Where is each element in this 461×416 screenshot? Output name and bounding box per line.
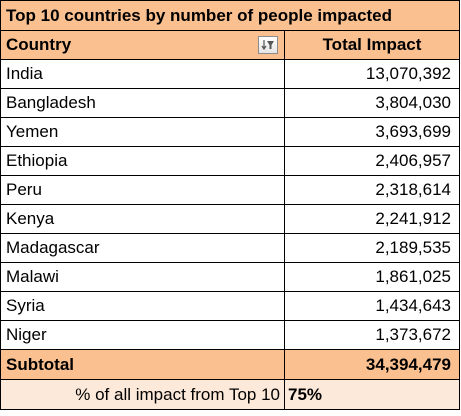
impact-cell[interactable]: 1,861,025 [285, 263, 460, 291]
country-cell[interactable]: Niger [1, 321, 285, 349]
subtotal-label: Subtotal [1, 350, 285, 379]
table-row: Niger 1,373,672 [1, 321, 460, 350]
table-row: Peru 2,318,614 [1, 176, 460, 205]
percent-row: % of all impact from Top 10 75% [1, 380, 460, 410]
impact-column-header[interactable]: Total Impact [285, 31, 460, 59]
impact-cell[interactable]: 2,241,912 [285, 205, 460, 233]
impact-cell[interactable]: 1,434,643 [285, 292, 460, 320]
subtotal-row: Subtotal 34,394,479 [1, 350, 460, 380]
country-cell[interactable]: Kenya [1, 205, 285, 233]
country-cell[interactable]: India [1, 60, 285, 88]
country-header-label: Country [6, 35, 72, 54]
country-cell[interactable]: Ethiopia [1, 147, 285, 175]
data-rows: India 13,070,392 Bangladesh 3,804,030 Yemen 3… [1, 60, 460, 350]
table-row: Syria 1,434,643 [1, 292, 460, 321]
country-cell[interactable]: Peru [1, 176, 285, 204]
table-row: Ethiopia 2,406,957 [1, 147, 460, 176]
impact-cell[interactable]: 3,693,699 [285, 118, 460, 146]
table-title-row: Top 10 countries by number of people imp… [1, 1, 460, 31]
country-cell[interactable]: Madagascar [1, 234, 285, 262]
country-cell[interactable]: Syria [1, 292, 285, 320]
impact-cell[interactable]: 3,804,030 [285, 89, 460, 117]
impact-cell[interactable]: 2,189,535 [285, 234, 460, 262]
impact-cell[interactable]: 13,070,392 [285, 60, 460, 88]
percent-value: 75% [285, 380, 460, 409]
country-cell[interactable]: Bangladesh [1, 89, 285, 117]
country-cell[interactable]: Malawi [1, 263, 285, 291]
impact-cell[interactable]: 2,318,614 [285, 176, 460, 204]
table-row: Yemen 3,693,699 [1, 118, 460, 147]
table-row: Malawi 1,861,025 [1, 263, 460, 292]
impact-cell[interactable]: 1,373,672 [285, 321, 460, 349]
table-row: India 13,070,392 [1, 60, 460, 89]
country-column-header[interactable]: Country [1, 31, 285, 59]
table-row: Kenya 2,241,912 [1, 205, 460, 234]
header-row: Country Total Impact [1, 31, 460, 60]
country-cell[interactable]: Yemen [1, 118, 285, 146]
table-row: Bangladesh 3,804,030 [1, 89, 460, 118]
table-row: Madagascar 2,189,535 [1, 234, 460, 263]
filter-icon[interactable] [258, 36, 278, 54]
percent-label: % of all impact from Top 10 [1, 380, 285, 409]
table-title: Top 10 countries by number of people imp… [1, 1, 460, 30]
impact-cell[interactable]: 2,406,957 [285, 147, 460, 175]
subtotal-value: 34,394,479 [285, 350, 460, 379]
